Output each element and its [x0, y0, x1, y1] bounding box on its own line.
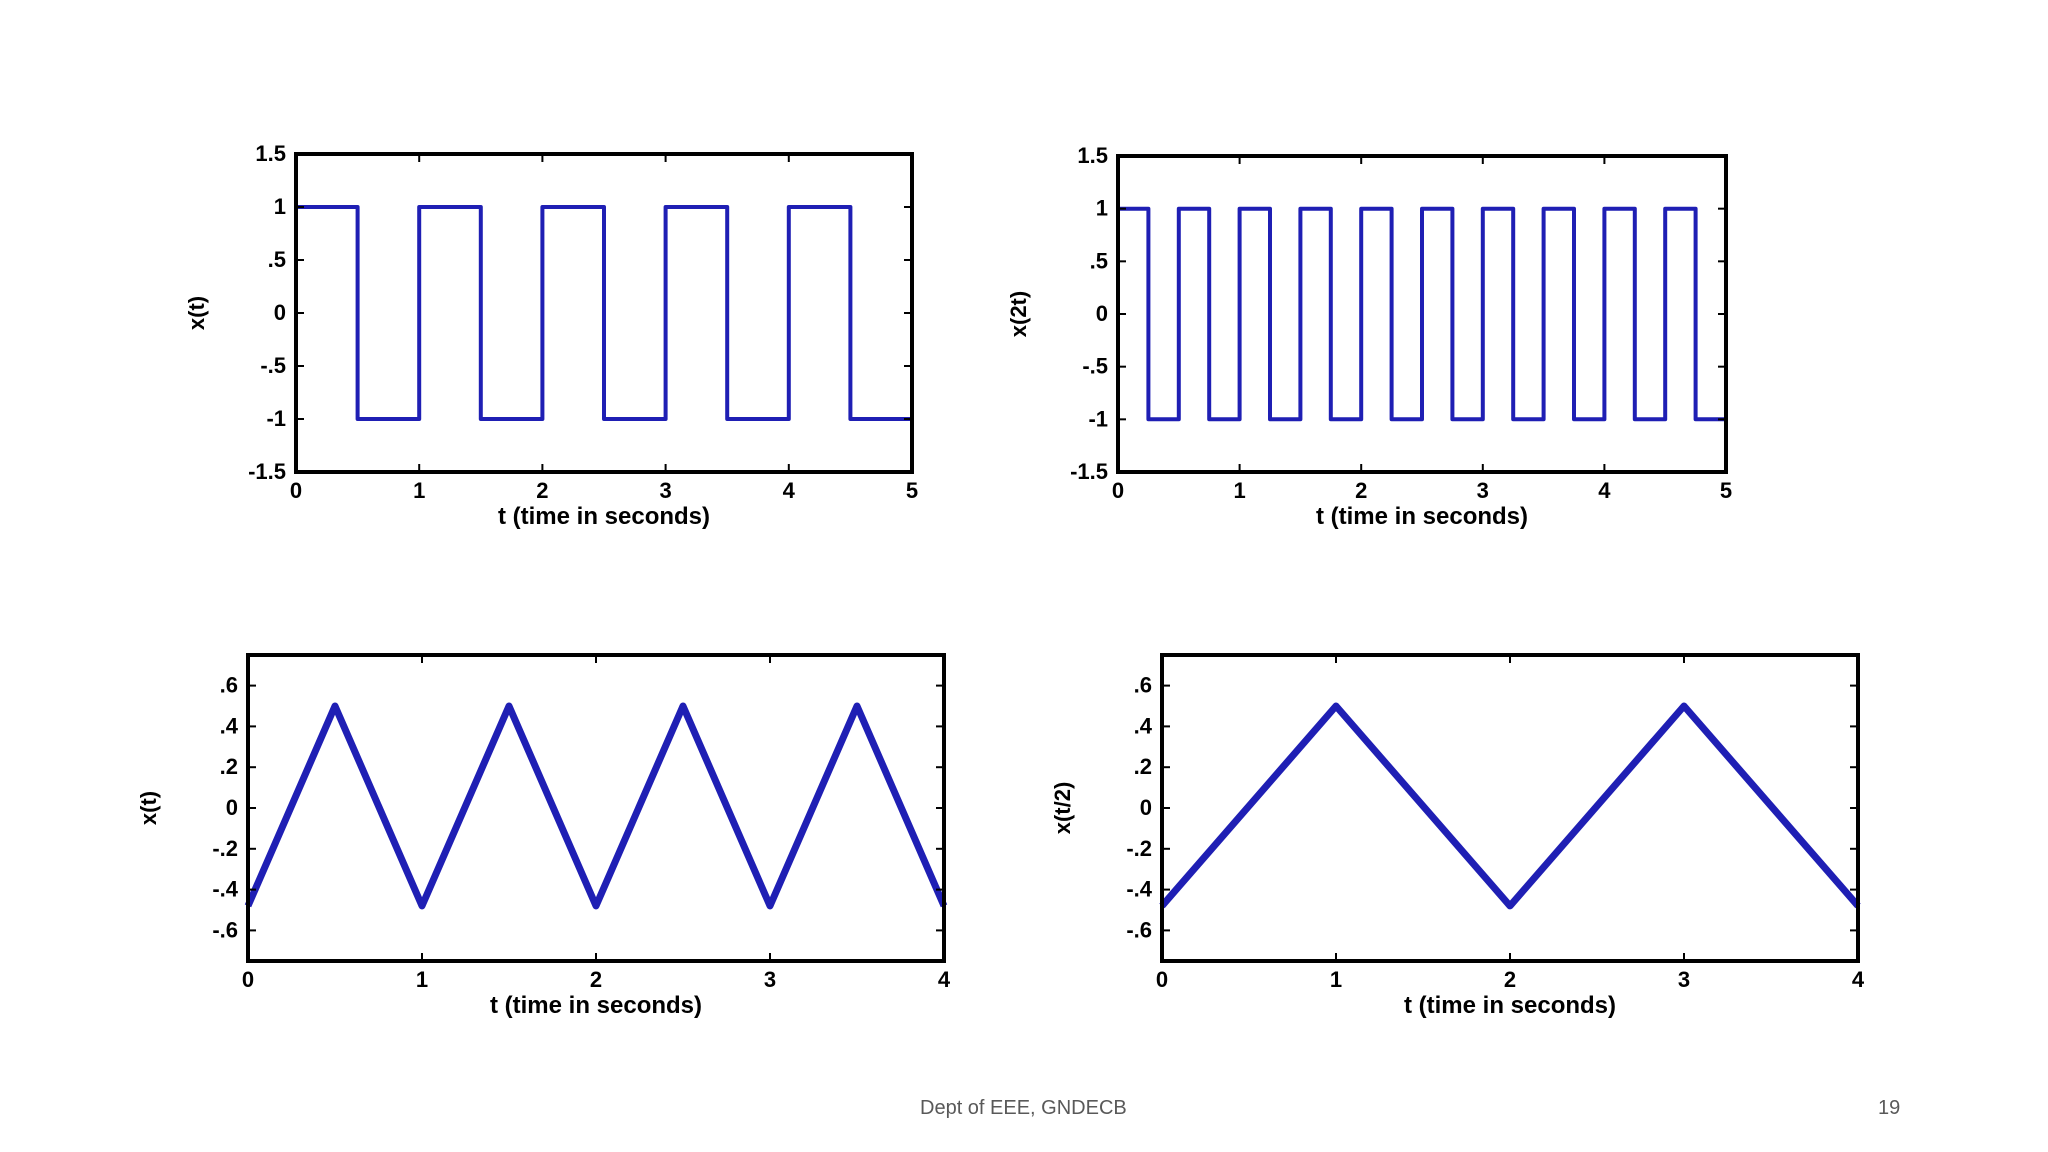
y-tick-label: .6 [1134, 673, 1152, 698]
y-tick-label: .4 [220, 713, 239, 738]
x-tick-label: 0 [242, 967, 254, 992]
x-tick-label: 1 [1233, 478, 1245, 503]
y-tick-label: 0 [274, 300, 286, 325]
x-tick-label: 2 [590, 967, 602, 992]
x-tick-label: 5 [906, 478, 918, 503]
x-tick-label: 1 [1330, 967, 1342, 992]
chart-triangle-wave-expanded: 0 1 2 3 4 .6 .4 .2 0 -.2 -.4 -.6 t (time in seconds)… [1050, 653, 1865, 1019]
x-tick-label: 4 [1852, 967, 1865, 992]
y-tick-label: -1.5 [1070, 459, 1108, 484]
x-tick-label: 3 [659, 478, 671, 503]
x-tick-label: 4 [938, 967, 951, 992]
footer-department: Dept of EEE, GNDECB [920, 1097, 1127, 1119]
y-tick-label: -.4 [1126, 877, 1152, 902]
y-tick-label: 0 [1140, 795, 1152, 820]
y-tick-label: .5 [268, 247, 286, 272]
y-tick-label: -.2 [212, 836, 238, 861]
y-tick-label: 1.5 [1077, 143, 1108, 168]
x-tick-label: 2 [1504, 967, 1516, 992]
y-axis-label: x(t) [184, 296, 209, 330]
x-tick-label: 3 [1678, 967, 1690, 992]
axes-frame [1160, 653, 1860, 963]
y-tick-label: -.5 [260, 353, 286, 378]
x-tick-label: 1 [416, 967, 428, 992]
x-tick-label: 2 [1355, 478, 1367, 503]
y-tick-label: 1 [274, 194, 286, 219]
x-tick-label: 0 [290, 478, 302, 503]
series-line [296, 205, 912, 421]
y-tick-label: -1 [1088, 406, 1108, 431]
y-tick-label: .2 [1134, 754, 1152, 779]
y-tick-label: -.2 [1126, 836, 1152, 861]
x-tick-label: 5 [1720, 478, 1732, 503]
series-line [244, 702, 948, 910]
series-line [1118, 206, 1726, 422]
chart-square-wave: 0 1 2 3 4 51.51.50-.5-1-1.5t (time in seconds… [184, 141, 918, 530]
x-tick-label: 2 [536, 478, 548, 503]
y-tick-label: -.5 [1082, 354, 1108, 379]
chart-square-wave-compressed: 0 1 2 3 4 51.51.50-.5-1-1.5t (time in seconds… [1006, 143, 1732, 530]
y-tick-label: 0 [226, 795, 238, 820]
y-tick-label: -1 [266, 406, 286, 431]
y-tick-label: .6 [220, 673, 238, 698]
x-tick-label: 3 [764, 967, 776, 992]
x-tick-label: 3 [1477, 478, 1489, 503]
y-tick-label: -.6 [1126, 917, 1152, 942]
x-tick-label: 4 [783, 478, 796, 503]
x-tick-label: 4 [1598, 478, 1611, 503]
y-tick-label: 1.5 [255, 141, 286, 166]
x-axis-label: t (time in seconds) [1316, 503, 1528, 530]
y-tick-label: .2 [220, 754, 238, 779]
x-tick-label: 0 [1112, 478, 1124, 503]
x-axis-label: t (time in seconds) [498, 503, 710, 530]
page-number: 19 [1878, 1097, 1901, 1119]
axes-frame [246, 653, 946, 963]
y-tick-label: .4 [1134, 713, 1153, 738]
x-axis-label: t (time in seconds) [490, 992, 702, 1019]
series-line [1159, 702, 1861, 910]
y-tick-label: -.4 [212, 877, 238, 902]
y-axis-label: x(2t) [1006, 291, 1031, 337]
y-tick-label: -.6 [212, 917, 238, 942]
chart-triangle-wave: 0 1 2 3 4 .6 .4 .2 0 -.2 -.4 -.6 t (time in seconds)… [136, 653, 951, 1019]
x-tick-label: 1 [413, 478, 425, 503]
x-tick-label: 0 [1156, 967, 1168, 992]
y-axis-label: x(t) [136, 791, 161, 825]
y-tick-label: .5 [1090, 248, 1108, 273]
x-axis-label: t (time in seconds) [1404, 992, 1616, 1019]
y-axis-label: x(t/2) [1050, 782, 1075, 835]
y-tick-label: 0 [1096, 301, 1108, 326]
y-tick-label: 1 [1096, 196, 1108, 221]
y-tick-label: -1.5 [248, 459, 286, 484]
